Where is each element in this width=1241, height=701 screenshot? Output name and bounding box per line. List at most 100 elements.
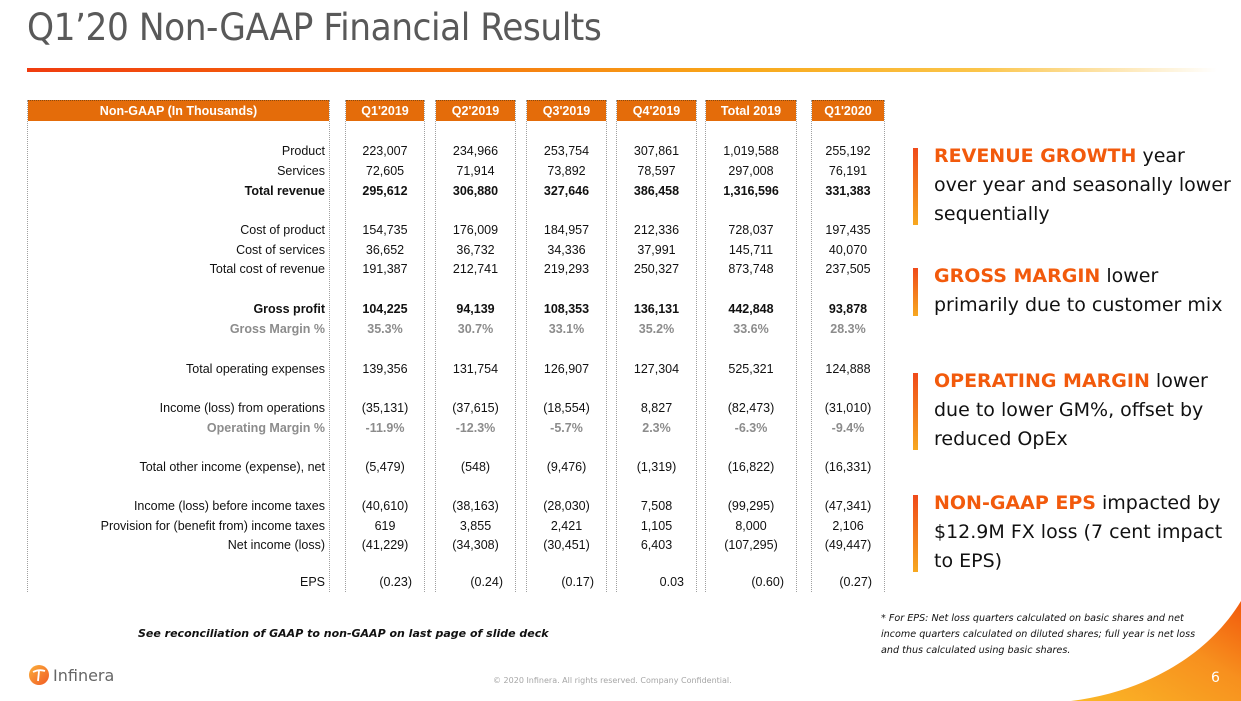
table-cell: 35.3% <box>367 322 403 336</box>
table-cell: 219,293 <box>543 262 590 276</box>
table-cell: 7,508 <box>640 499 673 513</box>
table-cell: 619 <box>374 519 396 533</box>
table-cell: 212,741 <box>452 262 499 276</box>
table-cell: (34,308) <box>452 538 499 552</box>
eps-footnote: * For EPS: Net loss quarters calculated … <box>881 613 1196 656</box>
bullet-highlight: OPERATING MARGIN <box>934 370 1150 392</box>
table-cell: 223,007 <box>362 144 408 158</box>
table-cell: 37,991 <box>637 243 676 257</box>
row-label: Gross profit <box>253 302 325 316</box>
table-cell: 2,106 <box>832 519 864 533</box>
table-cell: 525,321 <box>728 362 774 376</box>
table-cell: 30.7% <box>457 322 494 336</box>
table-cell: (0.24) <box>470 575 503 589</box>
table-cell: 126,907 <box>543 362 590 376</box>
table-cell: 154,735 <box>362 223 408 237</box>
column-header: Q3'2019 <box>527 100 606 121</box>
table-cell: (99,295) <box>727 499 775 513</box>
copyright-notice: © 2020 Infinera. All rights reserved. Co… <box>493 676 732 685</box>
row-label: Cost of product <box>240 223 325 237</box>
table-cell: 2.3% <box>642 421 671 435</box>
table-cell: 35.2% <box>638 322 675 336</box>
table-cell: (37,615) <box>452 401 499 415</box>
table-cell: 184,957 <box>543 223 590 237</box>
table-cell: 93,878 <box>828 302 868 316</box>
data-column: Q1'2019 223,007 72,605 295,612 154,735 36,652… <box>345 100 425 592</box>
bullet-text: year over year and seasonally lower sequ… <box>934 145 1231 225</box>
logo-wordmark: Infinera <box>53 665 115 685</box>
table-cell: 197,435 <box>825 223 871 237</box>
row-label: Total revenue <box>244 184 325 198</box>
table-cell: 191,387 <box>362 262 408 276</box>
table-cell: 295,612 <box>362 184 408 198</box>
data-column: Q2'2019 234,966 71,914 306,880 176,009 36,732… <box>435 100 516 592</box>
table-cell: (9,476) <box>546 460 587 474</box>
table-cell: 2,421 <box>550 519 583 533</box>
table-cell: 728,037 <box>728 223 774 237</box>
table-cell: (82,473) <box>727 401 775 415</box>
data-column: Total 2019 1,019,588 297,008 1,316,596 728,0… <box>705 100 797 592</box>
corner-swoosh-decoration <box>1071 601 1241 701</box>
table-cell: 1,105 <box>640 519 673 533</box>
row-label: Cost of services <box>236 243 325 257</box>
table-cell: 255,192 <box>825 144 871 158</box>
table-cell: 139,356 <box>362 362 408 376</box>
row-label: Income (loss) before income taxes <box>133 499 325 513</box>
column-header: Total 2019 <box>706 100 796 121</box>
infinera-logo-icon <box>29 665 49 685</box>
table-cell: 94,139 <box>456 302 495 316</box>
table-cell: 40,070 <box>828 243 868 257</box>
table-cell: 0.03 <box>659 575 684 589</box>
table-cell: (5,479) <box>365 460 405 474</box>
row-label: Total cost of revenue <box>209 262 325 276</box>
table-cell: 127,304 <box>633 362 680 376</box>
table-cell: (0.27) <box>839 575 872 589</box>
table-cell: (49,447) <box>824 538 872 552</box>
row-label: Net income (loss) <box>227 538 325 552</box>
table-cell: -9.4% <box>831 421 865 435</box>
reconciliation-note: See reconciliation of GAAP to non-GAAP o… <box>138 627 549 640</box>
table-cell: 297,008 <box>728 164 774 178</box>
bullet-gross-margin: GROSS MARGIN lower primarily due to cust… <box>913 262 1233 320</box>
table-cell: 108,353 <box>543 302 590 316</box>
table-cell: (40,610) <box>361 499 409 513</box>
infinera-logo: Infinera <box>28 664 114 686</box>
table-cell: -12.3% <box>455 421 496 435</box>
table-cell: (30,451) <box>543 538 590 552</box>
table-cell: 3,855 <box>459 519 492 533</box>
table-cell: (0.23) <box>379 575 412 589</box>
row-label: Provision for (benefit from) income taxe… <box>100 519 325 533</box>
table-cell: (31,010) <box>824 401 872 415</box>
table-cell: 71,914 <box>456 164 495 178</box>
table-cell: 6,403 <box>640 538 673 552</box>
table-cell: 78,597 <box>637 164 676 178</box>
bullet-highlight: REVENUE GROWTH <box>934 145 1137 167</box>
table-cell: (18,554) <box>543 401 590 415</box>
table-cell: 104,225 <box>362 302 408 316</box>
bullet-operating-margin: OPERATING MARGIN lower due to lower GM%,… <box>913 367 1233 454</box>
table-cell: -6.3% <box>734 421 768 435</box>
table-cell: (0.60) <box>751 575 784 589</box>
table-cell: -11.9% <box>365 421 405 435</box>
table-cell: (35,131) <box>361 401 409 415</box>
bullet-accent-bar <box>913 373 918 450</box>
table-cell: 36,732 <box>456 243 495 257</box>
table-cell: 176,009 <box>452 223 499 237</box>
column-header: Q1'2019 <box>346 100 424 121</box>
table-cell: 131,754 <box>452 362 499 376</box>
row-label: Total other income (expense), net <box>139 460 325 474</box>
row-label: Income (loss) from operations <box>159 401 325 415</box>
table-cell: 136,131 <box>633 302 680 316</box>
table-cell: 307,861 <box>633 144 680 158</box>
data-column: Q1'2020 255,192 76,191 331,383 197,435 40,070… <box>811 100 885 592</box>
page-number: 6 <box>1211 670 1220 686</box>
bullet-non-gaap-eps: NON-GAAP EPS impacted by $12.9M FX loss … <box>913 489 1233 576</box>
table-cell: 237,505 <box>825 262 871 276</box>
table-cell: (16,822) <box>727 460 775 474</box>
table-cell: 72,605 <box>365 164 405 178</box>
row-label: Gross Margin % <box>229 322 325 336</box>
table-cell: 253,754 <box>543 144 590 158</box>
bullet-accent-bar <box>913 495 918 572</box>
table-cell: 234,966 <box>452 144 499 158</box>
table-cell: (38,163) <box>452 499 499 513</box>
